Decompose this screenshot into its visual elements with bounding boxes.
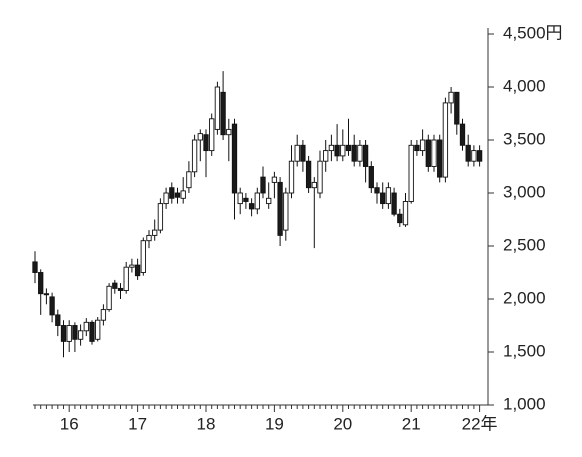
candle-body: [231, 123, 238, 194]
x-tick-label: 19: [265, 414, 284, 433]
candle-body: [271, 176, 278, 183]
x-tick-label: 16: [60, 414, 79, 433]
candle-body: [317, 160, 323, 194]
candle-body: [277, 181, 283, 236]
candle-body: [55, 314, 61, 326]
candle-body: [89, 321, 95, 342]
candle-body: [169, 187, 175, 199]
candle-body: [368, 166, 374, 189]
candle-body: [243, 197, 249, 202]
x-tick-label: 21: [402, 414, 421, 433]
x-tick-label: 20: [333, 414, 352, 433]
y-tick-label: 3,000: [503, 182, 546, 201]
y-tick-label: 1,000: [503, 394, 546, 413]
candle-body: [380, 192, 386, 205]
candle-body: [197, 133, 203, 141]
candle-body: [305, 160, 312, 189]
candle-body: [254, 192, 260, 210]
candle-body: [266, 197, 272, 205]
candle-body: [454, 91, 460, 125]
candle-body: [311, 181, 317, 189]
candle-body: [334, 144, 340, 157]
candle-body: [152, 229, 158, 236]
x-tick-label: 18: [197, 414, 216, 433]
y-tick-label: 4,000: [503, 76, 546, 95]
y-tick-label: 4,500円: [503, 23, 563, 42]
candle-body: [117, 287, 124, 291]
candle-body: [77, 330, 84, 340]
candle-body: [163, 192, 169, 205]
candle-body: [385, 187, 392, 205]
candle-body: [340, 144, 346, 157]
candle-body: [157, 203, 164, 231]
candle-body: [100, 309, 107, 321]
candle-body: [191, 139, 198, 173]
candle-body: [471, 150, 477, 162]
candle-body: [106, 285, 112, 311]
candle-body: [362, 144, 369, 167]
candle-body: [214, 86, 221, 130]
candle-body: [437, 139, 443, 178]
candle-body: [237, 192, 243, 205]
candle-body: [203, 134, 209, 152]
candle-body: [248, 203, 255, 210]
y-tick-label: 2,500: [503, 235, 546, 254]
candle-body: [209, 118, 215, 152]
candle-body: [288, 160, 295, 194]
candle-body: [260, 176, 266, 194]
candle-body: [38, 272, 44, 295]
candle-body: [112, 282, 118, 289]
candle-body: [129, 264, 135, 268]
candle-body: [351, 144, 357, 162]
candle-body: [402, 201, 409, 226]
candle-body: [43, 293, 50, 296]
candle-body: [459, 123, 466, 146]
candle-body: [391, 192, 397, 215]
candle-body: [300, 144, 306, 162]
candle-body: [123, 266, 129, 291]
candle-body: [72, 325, 78, 340]
candle-body: [60, 325, 67, 342]
candle-body: [49, 296, 55, 316]
candle-body: [323, 150, 329, 162]
candle-body: [83, 321, 89, 332]
y-tick-label: 3,500: [503, 129, 546, 148]
x-tick-label: 17: [128, 414, 147, 433]
y-tick-label: 2,000: [503, 288, 546, 307]
candle-body: [294, 144, 300, 162]
candle-body: [283, 192, 289, 231]
candle-body: [66, 325, 72, 342]
candle-body: [374, 187, 380, 194]
candle-body: [174, 192, 181, 198]
candle-body: [442, 102, 449, 178]
candle-body: [357, 144, 363, 162]
candle-body: [425, 139, 431, 167]
candle-body: [476, 150, 483, 162]
candle-body: [408, 144, 414, 202]
x-tick-label: 22年: [462, 414, 498, 433]
candle-body: [220, 91, 226, 136]
candle-body: [186, 171, 192, 189]
candle-body: [32, 261, 38, 273]
candle-body: [226, 128, 232, 136]
candle-body: [431, 139, 437, 167]
candle-body: [414, 144, 420, 152]
candle-body: [134, 264, 141, 277]
candle-body: [448, 91, 454, 104]
candle-body: [465, 144, 471, 162]
candle-body: [328, 144, 335, 152]
y-tick-label: 1,500: [503, 341, 546, 360]
candle-body: [397, 213, 403, 224]
candle-body: [419, 139, 426, 152]
candle-body: [140, 240, 146, 273]
candle-body: [146, 234, 152, 242]
candle-body: [180, 190, 186, 199]
candle-body: [345, 144, 352, 152]
candle-body: [95, 319, 101, 340]
